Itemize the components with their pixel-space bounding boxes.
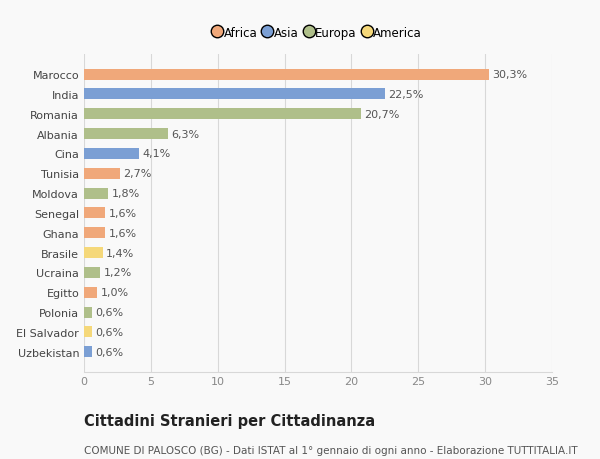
Text: 20,7%: 20,7% (364, 110, 400, 119)
Text: 4,1%: 4,1% (142, 149, 170, 159)
Bar (84, 168, 120, 179)
Text: COMUNE DI PALOSCO (BG) - Dati ISTAT al 1° gennaio di ogni anno - Elaborazione TU: COMUNE DI PALOSCO (BG) - Dati ISTAT al 1… (84, 445, 578, 455)
Text: 1,4%: 1,4% (106, 248, 134, 258)
Bar (84, 267, 100, 278)
Text: 1,6%: 1,6% (109, 228, 137, 238)
Text: 2,7%: 2,7% (124, 169, 152, 179)
Text: 0,6%: 0,6% (95, 347, 124, 357)
Text: 1,8%: 1,8% (112, 189, 140, 199)
Legend: Africa, Asia, Europa, America: Africa, Asia, Europa, America (211, 23, 425, 43)
Text: 0,6%: 0,6% (95, 327, 124, 337)
Bar (84, 69, 489, 80)
Bar (84, 208, 106, 219)
Text: 30,3%: 30,3% (493, 70, 527, 80)
Bar (84, 149, 139, 160)
Text: 22,5%: 22,5% (388, 90, 424, 100)
Bar (84, 347, 92, 358)
Bar (84, 109, 361, 120)
Bar (84, 307, 92, 318)
Bar (84, 129, 168, 140)
Text: 6,3%: 6,3% (172, 129, 200, 139)
Bar (84, 287, 97, 298)
Text: 1,0%: 1,0% (101, 288, 129, 297)
Bar (84, 327, 92, 338)
Text: 0,6%: 0,6% (95, 308, 124, 317)
Bar (84, 247, 103, 258)
Text: 1,6%: 1,6% (109, 208, 137, 218)
Bar (84, 89, 385, 100)
Bar (84, 228, 106, 239)
Bar (84, 188, 108, 199)
Text: 1,2%: 1,2% (103, 268, 131, 278)
Text: Cittadini Stranieri per Cittadinanza: Cittadini Stranieri per Cittadinanza (84, 413, 375, 428)
